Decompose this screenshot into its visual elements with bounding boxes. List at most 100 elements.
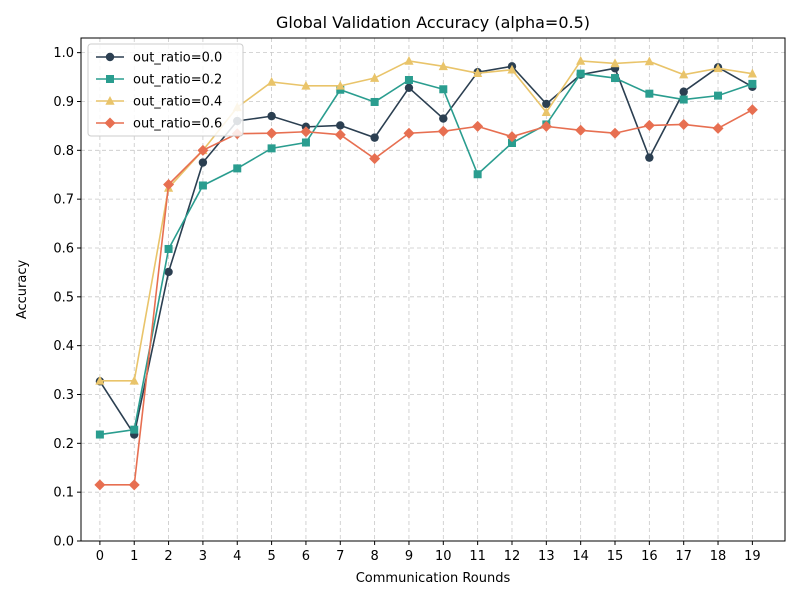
data-point (266, 76, 277, 86)
data-point (679, 87, 688, 96)
data-point (335, 80, 345, 90)
y-tick-label: 0.8 (53, 144, 74, 159)
data-point (266, 127, 278, 139)
x-tick-label: 13 (538, 549, 555, 564)
legend-swatch-marker (106, 75, 114, 83)
y-axis-label: Accuracy (15, 260, 30, 320)
x-tick-label: 9 (405, 549, 413, 564)
data-point (748, 79, 757, 88)
series-line (99, 109, 753, 486)
legend-label: out_ratio=0.6 (133, 117, 222, 132)
series-line (99, 65, 753, 437)
data-point (439, 114, 448, 123)
legend-item: out_ratio=0.4 (96, 95, 222, 110)
data-point (198, 181, 207, 190)
data-point (95, 430, 104, 439)
data-point (164, 267, 173, 277)
series-1 (95, 69, 757, 439)
data-point (472, 120, 484, 132)
data-point (714, 91, 723, 100)
legend-label: out_ratio=0.0 (133, 51, 222, 66)
data-point (643, 119, 655, 131)
data-point (712, 122, 724, 134)
y-tick-label: 0.4 (53, 339, 74, 354)
x-tick-label: 19 (744, 549, 761, 564)
x-tick-label: 12 (504, 549, 521, 564)
data-point (197, 144, 209, 156)
data-point (679, 95, 688, 104)
legend-item: out_ratio=0.6 (96, 117, 222, 132)
data-point (576, 69, 585, 78)
legend-item: out_ratio=0.2 (96, 73, 222, 88)
x-tick-label: 2 (164, 549, 172, 564)
data-point (404, 83, 414, 93)
data-point (576, 55, 586, 65)
data-point (679, 69, 689, 79)
data-point (542, 99, 551, 109)
data-point (370, 73, 380, 82)
legend-swatch-marker (105, 96, 115, 105)
data-point (233, 164, 242, 173)
data-point (164, 244, 173, 253)
data-point (370, 97, 379, 106)
legend-item: out_ratio=0.0 (96, 51, 222, 66)
legend-swatch-marker (104, 117, 116, 129)
data-point (300, 126, 312, 138)
data-point (267, 144, 276, 153)
data-point (746, 104, 758, 116)
y-tick-label: 0.7 (53, 193, 74, 208)
data-point (610, 58, 620, 68)
x-tick-label: 0 (96, 549, 104, 564)
legend-label: out_ratio=0.2 (133, 73, 222, 88)
data-point (473, 68, 483, 77)
data-point (334, 129, 346, 141)
data-point (439, 85, 448, 94)
data-point (438, 61, 448, 71)
data-point (540, 120, 552, 132)
x-tick-label: 18 (710, 549, 727, 564)
data-point (506, 131, 518, 143)
legend-swatch-marker (105, 52, 115, 62)
x-tick-label: 4 (233, 549, 241, 564)
data-point (645, 89, 654, 98)
data-point (94, 479, 106, 491)
series-line (99, 72, 753, 436)
series-line (99, 60, 753, 382)
y-tick-label: 0.9 (53, 95, 74, 110)
data-point (507, 138, 516, 147)
legend-frame (87, 43, 244, 137)
plot-frame (80, 37, 786, 542)
data-point (609, 127, 621, 139)
x-tick-label: 14 (572, 549, 589, 564)
data-point (645, 153, 654, 162)
data-point (575, 124, 587, 136)
data-point (403, 127, 415, 139)
x-tick-label: 8 (370, 549, 378, 564)
x-tick-label: 1 (130, 549, 138, 564)
y-tick-label: 0.6 (53, 241, 74, 256)
data-point (507, 64, 517, 74)
x-tick-label: 3 (199, 549, 207, 564)
y-tick-label: 0.5 (53, 290, 74, 305)
series-layer (94, 55, 758, 491)
data-point (747, 68, 757, 78)
series-3 (94, 104, 758, 491)
y-tick-label: 0.3 (53, 388, 74, 403)
data-point (678, 118, 690, 130)
data-point (129, 375, 139, 385)
y-tick-label: 0.0 (53, 535, 74, 550)
data-point (128, 479, 140, 491)
data-point (404, 75, 413, 84)
x-tick-label: 17 (675, 549, 692, 564)
x-tick-label: 5 (267, 549, 275, 564)
y-tick-label: 1.0 (53, 46, 74, 61)
legend: out_ratio=0.0 out_ratio=0.2 out_ratio=0.4o… (87, 43, 244, 137)
data-point (130, 425, 139, 434)
chart-title: Global Validation Accuracy (alpha=0.5) (276, 13, 590, 32)
data-point (404, 55, 414, 65)
data-point (336, 121, 345, 130)
data-point (198, 158, 208, 167)
data-point (369, 153, 381, 165)
x-axis-label: Communication Rounds (356, 571, 511, 586)
